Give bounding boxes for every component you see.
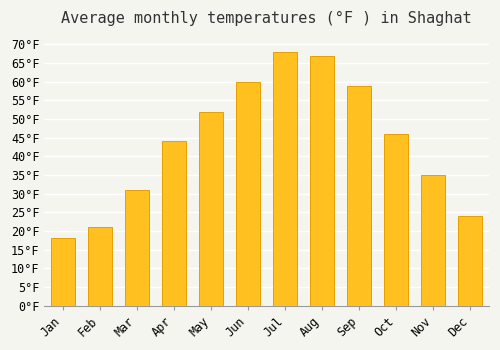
Bar bbox=[88, 227, 112, 306]
Bar bbox=[422, 175, 446, 306]
Bar bbox=[347, 85, 372, 306]
Bar bbox=[51, 238, 75, 306]
Bar bbox=[384, 134, 408, 306]
Bar bbox=[310, 56, 334, 306]
Bar bbox=[125, 190, 149, 306]
Bar bbox=[162, 141, 186, 306]
Bar bbox=[273, 52, 297, 306]
Bar bbox=[458, 216, 482, 306]
Bar bbox=[199, 112, 223, 306]
Title: Average monthly temperatures (°F ) in Shaghat: Average monthly temperatures (°F ) in Sh… bbox=[62, 11, 472, 26]
Bar bbox=[236, 82, 260, 306]
